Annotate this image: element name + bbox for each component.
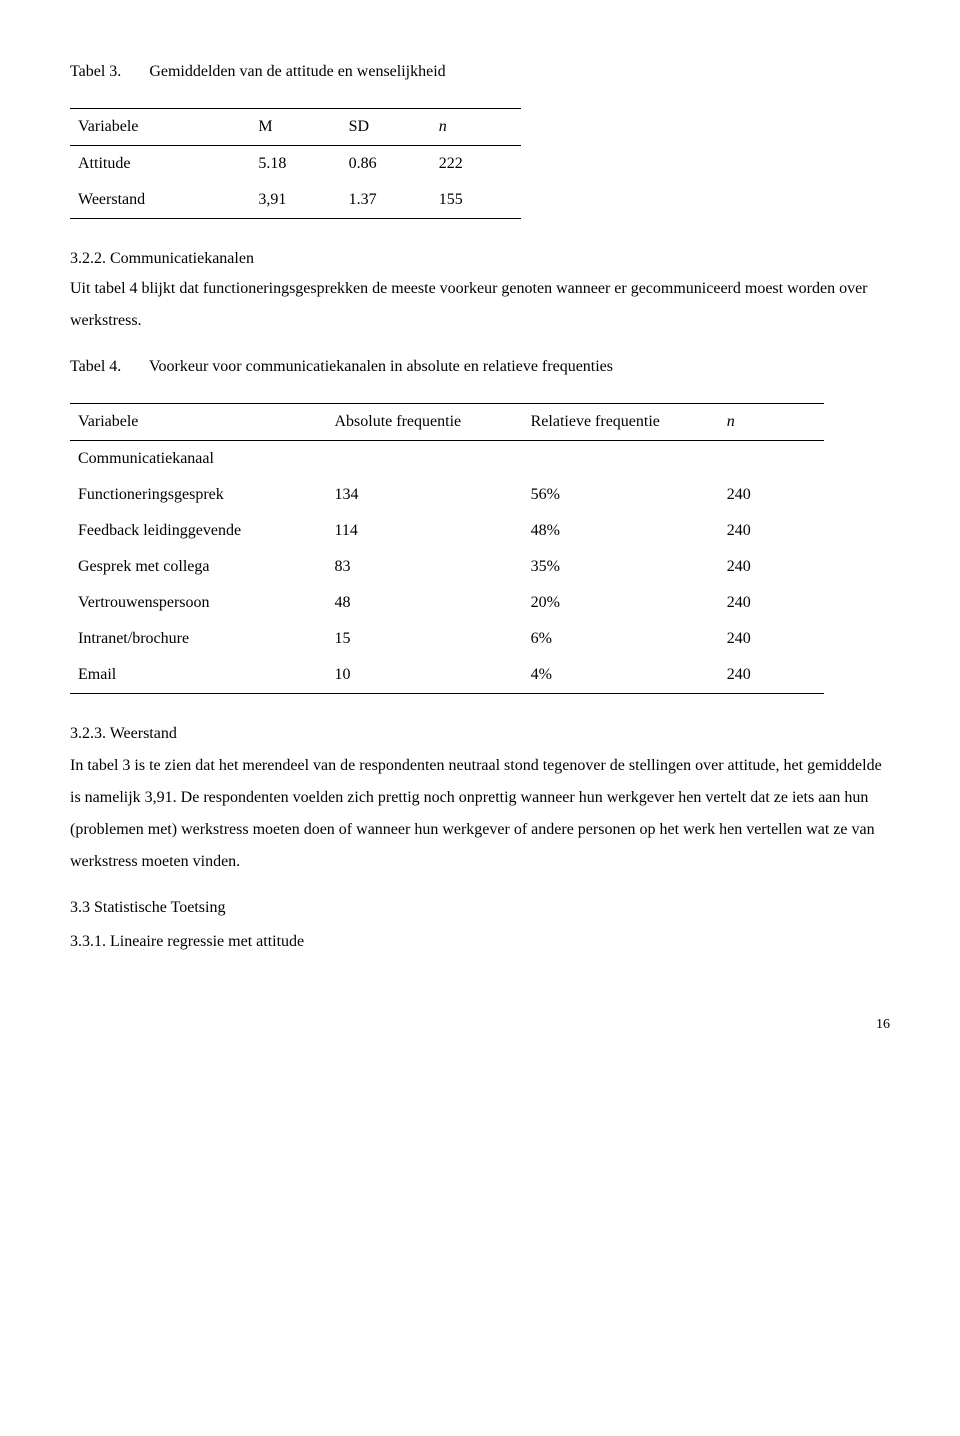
table4-r4-c4: 240 bbox=[719, 621, 825, 657]
table4: Variabele Absolute frequentie Relatieve … bbox=[70, 403, 824, 694]
table-row: Feedback leidinggevende 114 48% 240 bbox=[70, 513, 824, 549]
table-row: Functioneringsgesprek 134 56% 240 bbox=[70, 477, 824, 513]
table3-h-n: n bbox=[431, 109, 521, 146]
table4-title: Voorkeur voor communicatiekanalen in abs… bbox=[149, 358, 613, 375]
table4-r0-c2: 134 bbox=[326, 477, 522, 513]
table4-h-variabele: Variabele bbox=[70, 404, 326, 441]
table4-r0-c1: Functioneringsgesprek bbox=[70, 477, 326, 513]
table-row: Email 10 4% 240 bbox=[70, 657, 824, 694]
table3-label: Tabel 3. bbox=[70, 60, 121, 84]
table4-r4-c1: Intranet/brochure bbox=[70, 621, 326, 657]
table4-r1-c1: Feedback leidinggevende bbox=[70, 513, 326, 549]
table3-r1-c3: 1.37 bbox=[341, 182, 431, 219]
table4-r1-c4: 240 bbox=[719, 513, 825, 549]
table3-header-row: Variabele M SD n bbox=[70, 109, 521, 146]
heading-33: 3.3 Statistische Toetsing bbox=[70, 896, 890, 920]
table3: Variabele M SD n Attitude 5.18 0.86 222 … bbox=[70, 108, 521, 219]
table3-r1-c4: 155 bbox=[431, 182, 521, 219]
table-row: Intranet/brochure 15 6% 240 bbox=[70, 621, 824, 657]
table-row: Gesprek met collega 83 35% 240 bbox=[70, 549, 824, 585]
table3-r1-c1: Weerstand bbox=[70, 182, 250, 219]
table4-r1-c2: 114 bbox=[326, 513, 522, 549]
para-322: Uit tabel 4 blijkt dat functioneringsges… bbox=[70, 273, 890, 337]
page-number: 16 bbox=[70, 1014, 890, 1035]
table4-caption: Tabel 4. Voorkeur voor communicatiekanal… bbox=[70, 355, 890, 379]
table4-h-abs: Absolute frequentie bbox=[326, 404, 522, 441]
table4-r2-c3: 35% bbox=[523, 549, 719, 585]
table3-r0-c3: 0.86 bbox=[341, 146, 431, 183]
table4-r1-c3: 48% bbox=[523, 513, 719, 549]
table-row: Vertrouwenspersoon 48 20% 240 bbox=[70, 585, 824, 621]
table4-h-rel: Relatieve frequentie bbox=[523, 404, 719, 441]
table4-r2-c4: 240 bbox=[719, 549, 825, 585]
table4-r3-c4: 240 bbox=[719, 585, 825, 621]
heading-323: 3.2.3. Weerstand bbox=[70, 722, 890, 746]
heading-331: 3.3.1. Lineaire regressie met attitude bbox=[70, 930, 890, 954]
table3-h-sd: SD bbox=[341, 109, 431, 146]
table4-r2-c2: 83 bbox=[326, 549, 522, 585]
table3-h-variabele: Variabele bbox=[70, 109, 250, 146]
table-row: Weerstand 3,91 1.37 155 bbox=[70, 182, 521, 219]
table4-r3-c1: Vertrouwenspersoon bbox=[70, 585, 326, 621]
table4-r3-c3: 20% bbox=[523, 585, 719, 621]
table4-r5-c4: 240 bbox=[719, 657, 825, 694]
table4-subheader: Communicatiekanaal bbox=[70, 441, 824, 478]
heading-322: 3.2.2. Communicatiekanalen bbox=[70, 247, 890, 271]
table4-r0-c4: 240 bbox=[719, 477, 825, 513]
table3-r0-c4: 222 bbox=[431, 146, 521, 183]
para-323: In tabel 3 is te zien dat het merendeel … bbox=[70, 750, 890, 878]
table4-r0-c3: 56% bbox=[523, 477, 719, 513]
table4-r3-c2: 48 bbox=[326, 585, 522, 621]
table-row: Attitude 5.18 0.86 222 bbox=[70, 146, 521, 183]
table3-r0-c2: 5.18 bbox=[250, 146, 340, 183]
table4-header-row: Variabele Absolute frequentie Relatieve … bbox=[70, 404, 824, 441]
table3-caption: Tabel 3. Gemiddelden van de attitude en … bbox=[70, 60, 890, 84]
table4-r5-c1: Email bbox=[70, 657, 326, 694]
table3-title: Gemiddelden van de attitude en wenselijk… bbox=[149, 63, 445, 80]
table3-r0-c1: Attitude bbox=[70, 146, 250, 183]
table4-r5-c2: 10 bbox=[326, 657, 522, 694]
table4-r4-c2: 15 bbox=[326, 621, 522, 657]
table3-h-m: M bbox=[250, 109, 340, 146]
table3-r1-c2: 3,91 bbox=[250, 182, 340, 219]
table4-r4-c3: 6% bbox=[523, 621, 719, 657]
table4-subheader-row: Communicatiekanaal bbox=[70, 441, 824, 478]
table4-r5-c3: 4% bbox=[523, 657, 719, 694]
table4-h-n: n bbox=[719, 404, 825, 441]
table4-r2-c1: Gesprek met collega bbox=[70, 549, 326, 585]
table4-label: Tabel 4. bbox=[70, 355, 121, 379]
